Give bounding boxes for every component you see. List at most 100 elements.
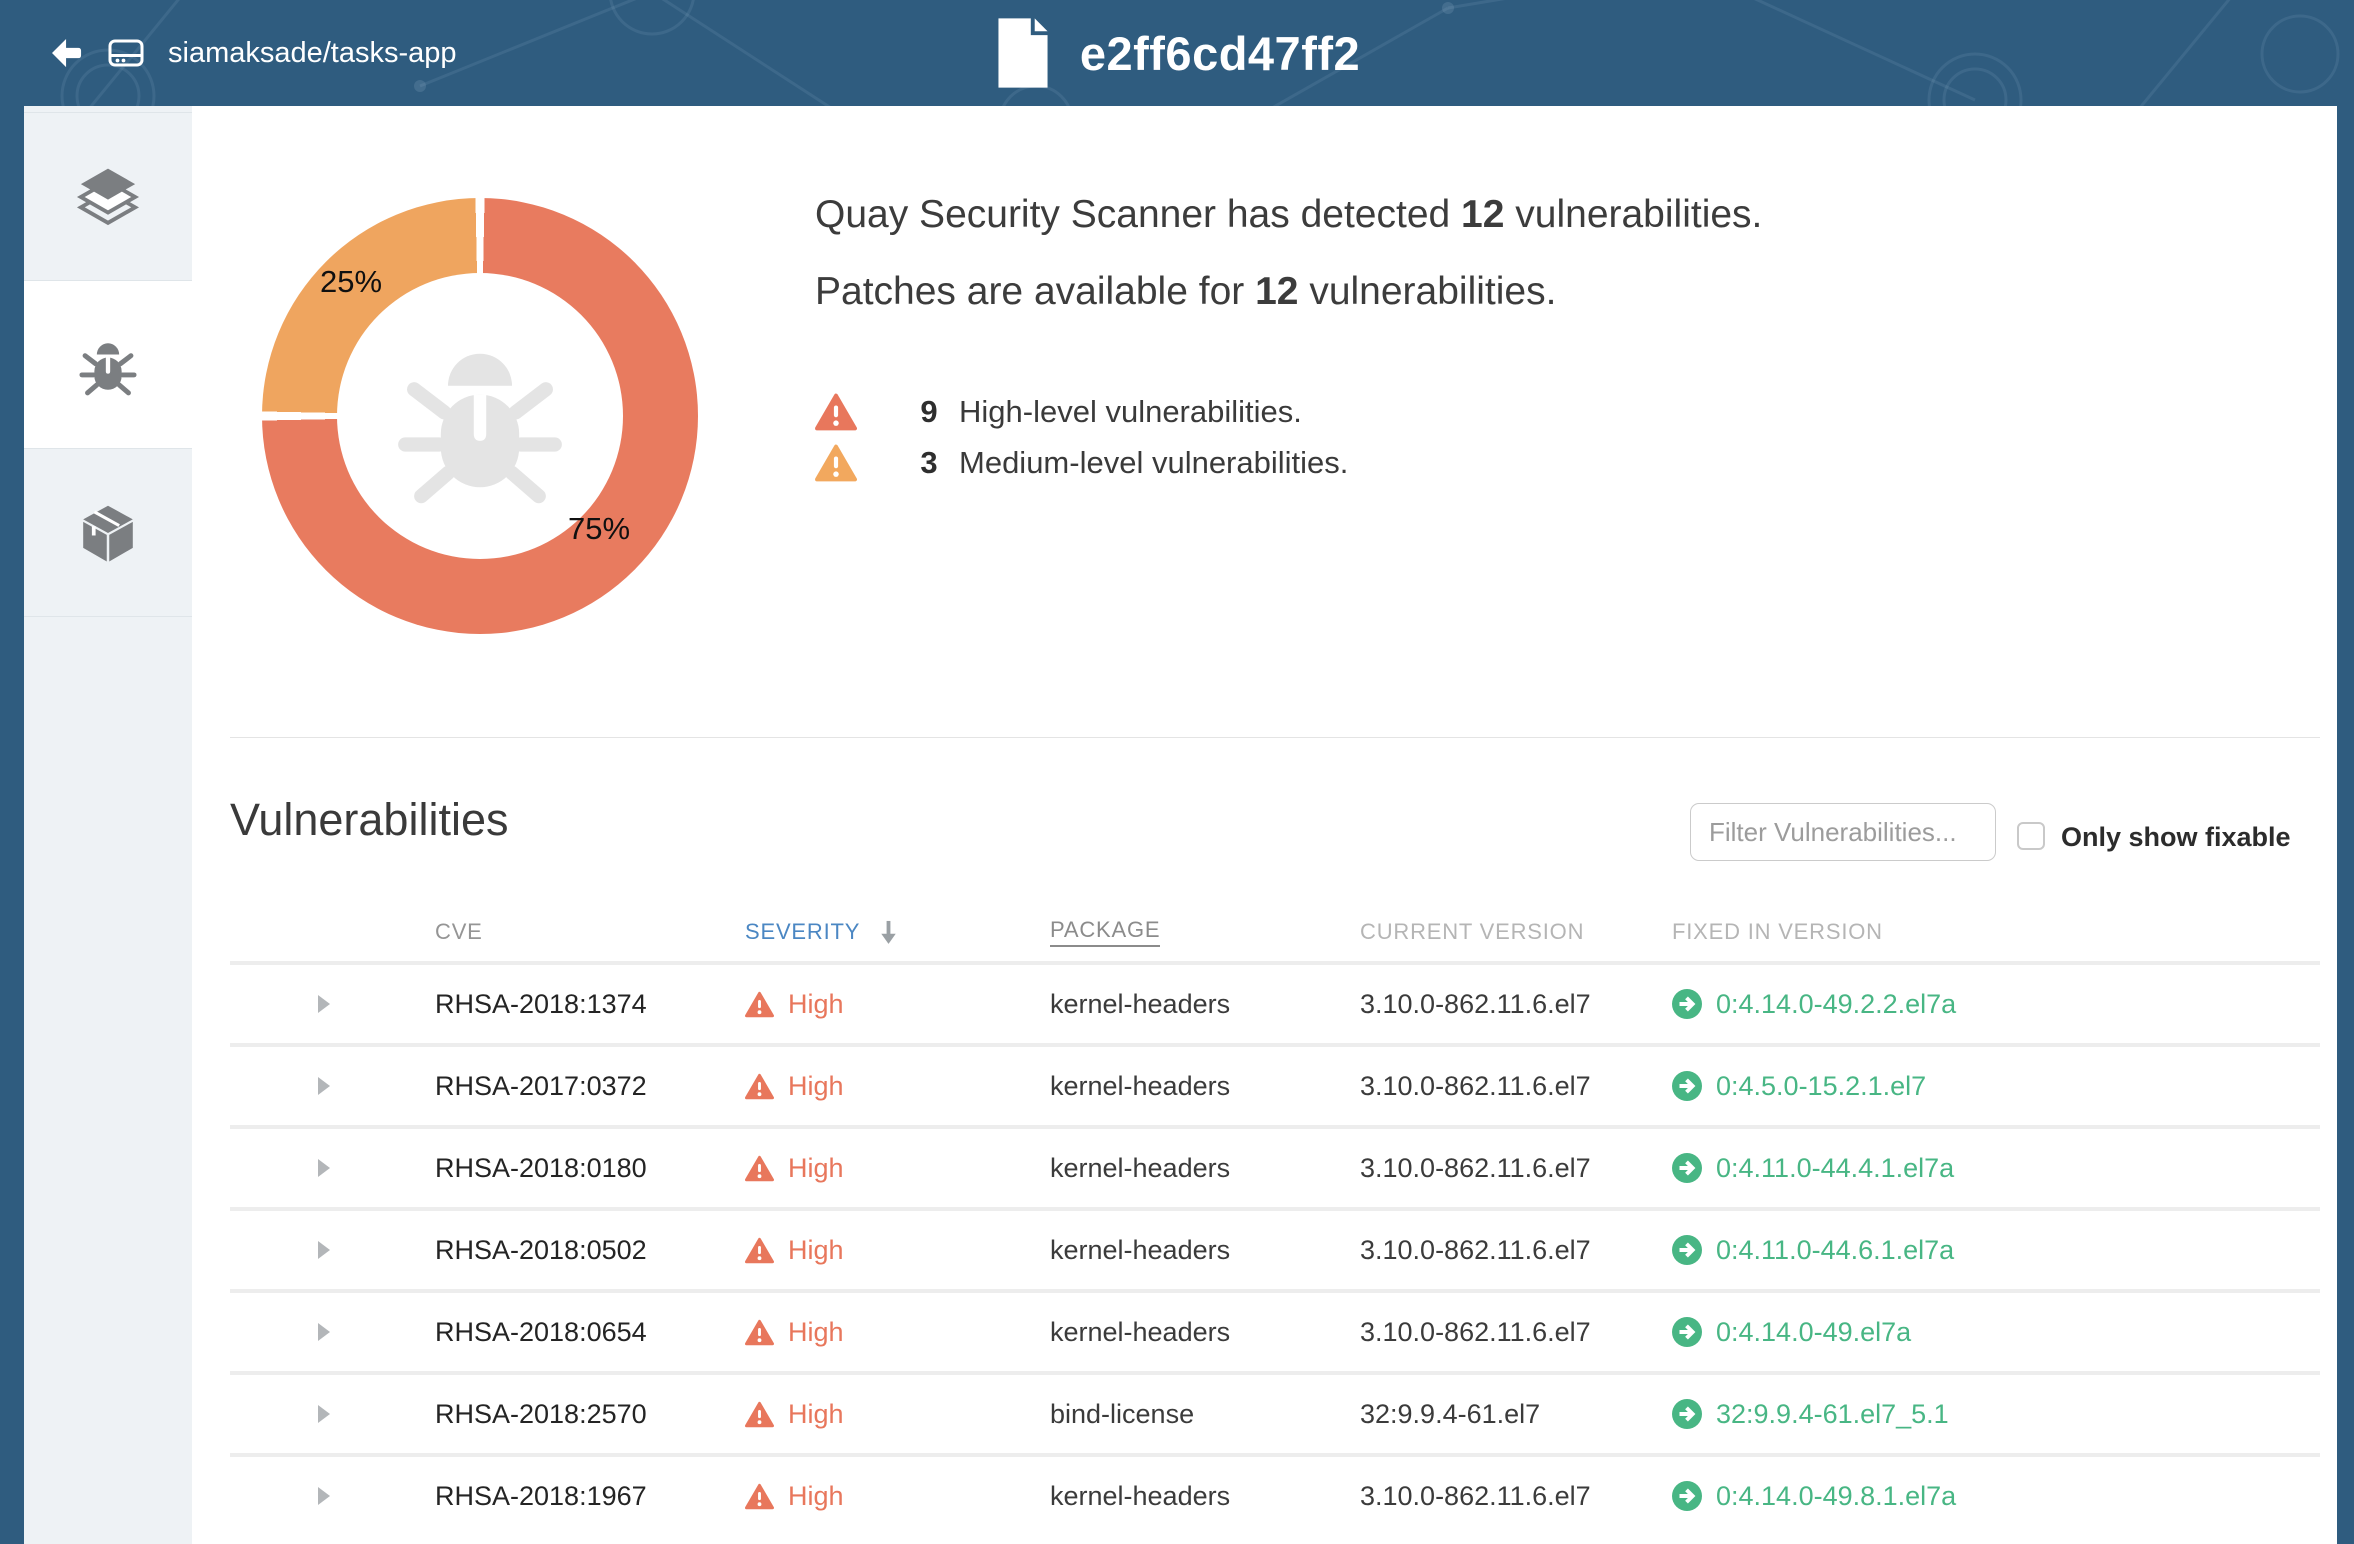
expand-caret-icon[interactable] [318,1487,330,1505]
scan-summary: Quay Security Scanner has detected 12 vu… [815,190,1762,317]
arrow-circle-right-icon [1672,989,1702,1019]
warning-triangle-medium-icon [815,444,857,482]
current-version-cell: 3.10.0-862.11.6.el7 [1360,988,1591,1019]
section-title: Vulnerabilities [230,794,509,845]
expand-caret-icon[interactable] [318,1159,330,1177]
cve-cell: RHSA-2018:1374 [435,988,647,1019]
severity-cell: High [740,1317,1045,1348]
table-row[interactable]: RHSA-2018:2570 High bind-license 32:9.9.… [230,1371,2320,1453]
column-header-current-version[interactable]: CURRENT VERSION [1360,919,1585,944]
current-version-cell: 3.10.0-862.11.6.el7 [1360,1316,1591,1347]
severity-cell: High [740,989,1045,1020]
stat-high: 9 High-level vulnerabilities. [815,386,1348,437]
vulnerabilities-table: CVE SEVERITY PACKAGE CURRENT VERSION FIX… [230,903,2320,1535]
package-cell: kernel-headers [1050,1234,1231,1265]
warning-triangle-high-icon [815,393,857,431]
only-show-fixable-checkbox[interactable] [2017,822,2045,850]
expand-caret-icon[interactable] [318,995,330,1013]
sidebar-item-security-scan[interactable] [24,281,192,449]
package-cell: kernel-headers [1050,1316,1231,1347]
cve-cell: RHSA-2017:0372 [435,1070,647,1101]
warning-triangle-icon [745,1483,774,1510]
stat-medium: 3 Medium-level vulnerabilities. [815,437,1348,488]
tag-title: e2ff6cd47ff2 [1079,26,1361,80]
column-header-package[interactable]: PACKAGE [1045,917,1355,947]
table-row[interactable]: RHSA-2018:0502 High kernel-headers 3.10.… [230,1207,2320,1289]
sidebar-item-layers[interactable] [24,112,192,281]
severity-donut-chart: 25% 75% [262,198,698,634]
tag-manifest-icon [994,17,1052,89]
arrow-circle-right-icon [1672,1235,1702,1265]
package-cell: kernel-headers [1050,1152,1231,1183]
bug-icon [77,333,139,397]
fixed-version-link[interactable]: 0:4.5.0-15.2.1.el7 [1716,1070,1927,1101]
high-count: 9 [920,393,938,429]
bug-watermark-icon [391,323,569,509]
table-row[interactable]: RHSA-2017:0372 High kernel-headers 3.10.… [230,1043,2320,1125]
fixed-version-cell: 0:4.14.0-49.2.2.el7a [1667,989,2320,1020]
severity-cell: High [740,1153,1045,1184]
fixed-version-link[interactable]: 0:4.14.0-49.2.2.el7a [1716,988,1957,1019]
high-label: High-level vulnerabilities. [959,393,1302,429]
sidebar [24,106,192,1544]
arrow-circle-right-icon [1672,1071,1702,1101]
table-row[interactable]: RHSA-2018:0180 High kernel-headers 3.10.… [230,1125,2320,1207]
fixed-version-link[interactable]: 0:4.11.0-44.4.1.el7a [1716,1152,1955,1183]
donut-center [337,273,623,559]
medium-count: 3 [920,444,938,480]
package-cell: kernel-headers [1050,1480,1231,1511]
current-version-cell: 3.10.0-862.11.6.el7 [1360,1070,1591,1101]
package-cell: kernel-headers [1050,988,1231,1019]
repository-breadcrumb[interactable]: siamaksade/tasks-app [168,36,457,69]
warning-triangle-icon [745,1401,774,1428]
cve-cell: RHSA-2018:0654 [435,1316,647,1347]
expand-caret-icon[interactable] [318,1405,330,1423]
sort-descending-icon [880,919,897,945]
repository-icon [108,39,144,67]
expand-caret-icon[interactable] [318,1077,330,1095]
current-version-cell: 3.10.0-862.11.6.el7 [1360,1480,1591,1511]
fixed-version-link[interactable]: 32:9.9.4-61.el7_5.1 [1716,1398,1949,1429]
severity-stats: 9 High-level vulnerabilities. 3 Medium-l… [815,386,1348,488]
warning-triangle-icon [745,991,774,1018]
fixed-version-link[interactable]: 0:4.14.0-49.8.1.el7a [1716,1480,1957,1511]
fixed-version-cell: 0:4.14.0-49.8.1.el7a [1667,1481,2320,1512]
header-left: siamaksade/tasks-app [50,0,457,106]
header-title: e2ff6cd47ff2 [0,0,2354,106]
package-cell: bind-license [1050,1398,1195,1429]
severity-cell: High [740,1399,1045,1430]
donut-label-medium: 25% [320,264,383,299]
cve-cell: RHSA-2018:2570 [435,1398,647,1429]
donut-label-high: 75% [568,511,631,546]
package-icon [77,501,139,565]
fixed-version-cell: 0:4.14.0-49.el7a [1667,1317,2320,1348]
arrow-circle-right-icon [1672,1481,1702,1511]
patches-line: Patches are available for 12 vulnerabili… [815,270,1557,313]
current-version-cell: 3.10.0-862.11.6.el7 [1360,1234,1591,1265]
column-header-severity[interactable]: SEVERITY [740,919,1045,945]
table-row[interactable]: RHSA-2018:0654 High kernel-headers 3.10.… [230,1289,2320,1371]
warning-triangle-icon [745,1319,774,1346]
column-header-fixed-in-version[interactable]: FIXED IN VERSION [1672,919,1883,944]
table-row[interactable]: RHSA-2018:1374 High kernel-headers 3.10.… [230,961,2320,1043]
arrow-circle-right-icon [1672,1399,1702,1429]
sidebar-item-packages[interactable] [24,449,192,617]
detected-line: Quay Security Scanner has detected 12 vu… [815,193,1763,236]
back-arrow-icon[interactable] [50,38,84,68]
package-cell: kernel-headers [1050,1070,1231,1101]
expand-caret-icon[interactable] [318,1241,330,1259]
fixed-version-link[interactable]: 0:4.11.0-44.6.1.el7a [1716,1234,1955,1265]
warning-triangle-icon [745,1237,774,1264]
only-show-fixable-label: Only show fixable [2061,822,2291,852]
filter-vulnerabilities-input[interactable] [1690,803,1996,861]
severity-cell: High [740,1481,1045,1512]
table-row[interactable]: RHSA-2018:1967 High kernel-headers 3.10.… [230,1453,2320,1535]
expand-caret-icon[interactable] [318,1323,330,1341]
fixed-version-cell: 0:4.11.0-44.6.1.el7a [1667,1235,2320,1266]
fixed-version-link[interactable]: 0:4.14.0-49.el7a [1716,1316,1912,1347]
severity-cell: High [740,1235,1045,1266]
column-header-cve[interactable]: CVE [435,919,483,944]
arrow-circle-right-icon [1672,1153,1702,1183]
medium-label: Medium-level vulnerabilities. [959,444,1349,480]
